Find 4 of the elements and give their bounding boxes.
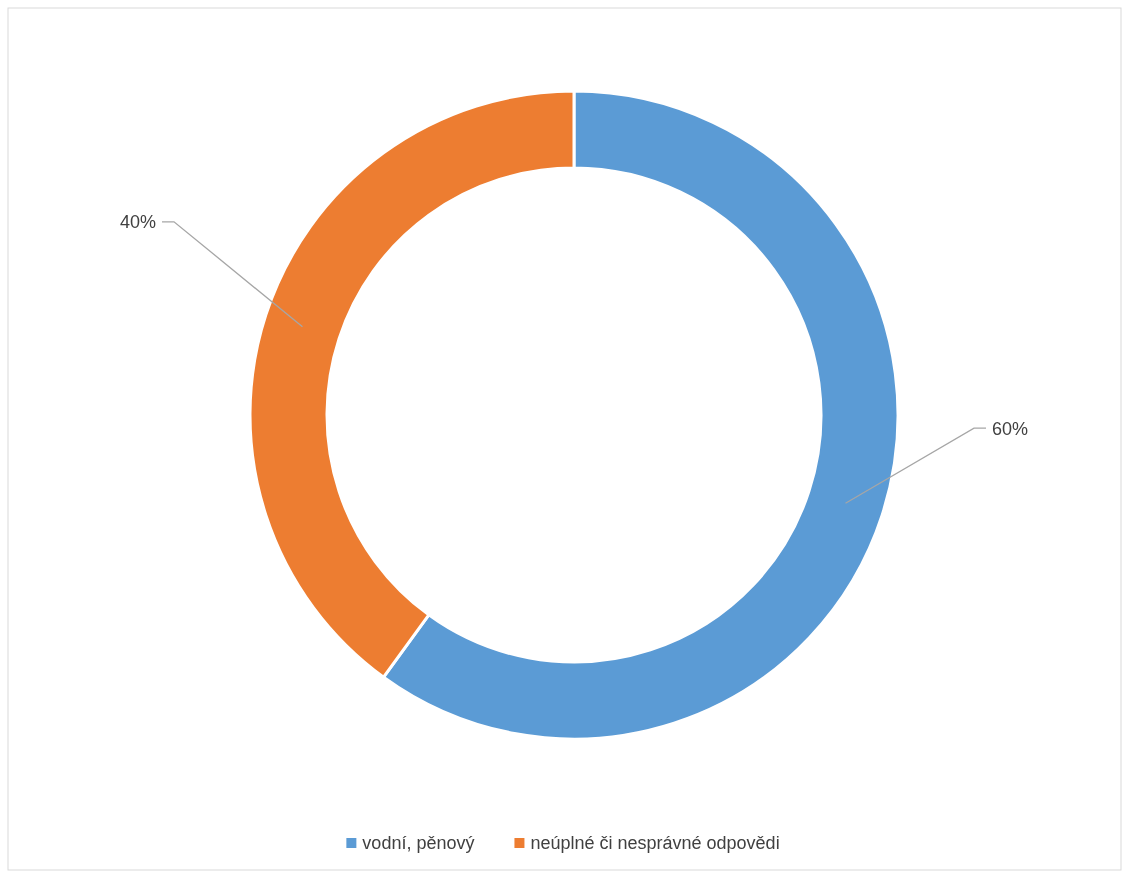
legend-label: neúplné či nesprávné odpovědi (530, 833, 780, 854)
legend-label: vodní, pěnový (362, 833, 475, 854)
data-label: 60% (992, 418, 1029, 439)
data-label: 40% (119, 212, 156, 233)
